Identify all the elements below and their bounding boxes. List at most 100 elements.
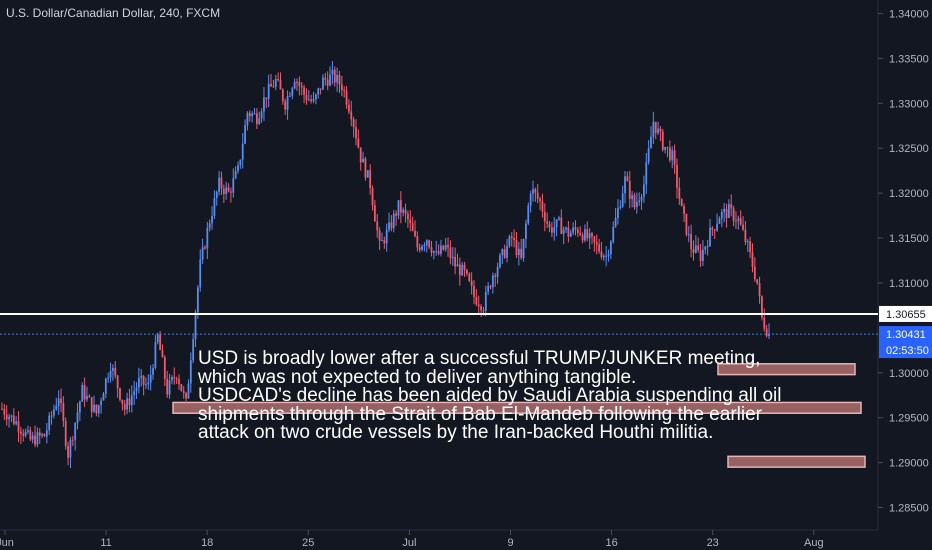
candle-body xyxy=(97,405,100,414)
candle-body xyxy=(60,398,62,404)
candle-body xyxy=(81,385,84,402)
annotation-paragraph-2: USDCAD's decline has been aided by Saudi… xyxy=(198,385,787,443)
candle-body xyxy=(312,99,315,102)
candle-body xyxy=(702,249,704,262)
y-tick-label: 1.32000 xyxy=(889,188,929,200)
candle-body xyxy=(381,240,383,242)
y-tick-label: 1.32500 xyxy=(889,143,929,155)
candle-body xyxy=(423,245,426,247)
candle-body xyxy=(336,75,339,83)
candle-body xyxy=(704,246,707,250)
candle-body xyxy=(258,118,261,124)
candle-body xyxy=(399,200,402,213)
candle-body xyxy=(69,439,72,458)
candle-body xyxy=(621,193,624,207)
candle-body xyxy=(107,377,110,379)
candle-body xyxy=(668,147,671,161)
candle-body xyxy=(218,177,221,192)
candle-body xyxy=(560,217,563,234)
candle-body xyxy=(761,296,763,318)
candle-body xyxy=(180,384,183,391)
candle-body xyxy=(421,246,423,250)
candle-body xyxy=(36,432,39,445)
candle-body xyxy=(22,433,25,436)
candle-body xyxy=(609,241,612,255)
candle-body xyxy=(442,245,445,250)
candle-body xyxy=(88,395,91,398)
candle-body xyxy=(482,310,485,312)
candle-body xyxy=(83,385,86,400)
candle-body xyxy=(277,78,280,81)
candle-body xyxy=(185,392,187,399)
candle-body xyxy=(598,244,600,252)
candle-body xyxy=(510,236,513,238)
candle-body xyxy=(449,247,452,259)
time-axis[interactable]: Jun 11 18 25 Jul 9 16 23 Aug xyxy=(0,530,824,549)
candle-body xyxy=(64,420,67,446)
candle-body xyxy=(314,94,317,100)
candle-body xyxy=(267,83,270,100)
y-tick-label: 1.31500 xyxy=(889,233,929,245)
candle-body xyxy=(491,275,494,288)
x-tick-label: 16 xyxy=(605,537,617,549)
candle-body xyxy=(612,226,615,242)
candle-body xyxy=(135,387,138,392)
candle-body xyxy=(753,266,756,280)
candle-body xyxy=(633,195,636,208)
candle-body xyxy=(529,193,532,206)
candle-body xyxy=(86,395,88,400)
candle-body xyxy=(161,349,164,358)
candle-body xyxy=(12,415,15,424)
y-tick-label: 1.33000 xyxy=(889,98,929,110)
candle-body xyxy=(355,127,357,139)
candle-body xyxy=(676,164,678,188)
candle-body xyxy=(182,390,185,393)
candle-body xyxy=(168,380,171,395)
candle-body xyxy=(414,230,416,237)
candle-body xyxy=(130,395,133,406)
candle-body xyxy=(208,223,211,229)
candle-body xyxy=(149,374,152,383)
candle-body xyxy=(324,77,327,80)
candle-body xyxy=(225,187,228,195)
candle-body xyxy=(706,246,709,248)
y-tick-label: 1.28500 xyxy=(889,503,929,515)
candle-body xyxy=(265,97,268,100)
candle-body xyxy=(489,285,492,288)
price-axis[interactable]: 1.34000 1.33500 1.33000 1.32500 1.32000 1.315… xyxy=(878,8,929,515)
candle-body xyxy=(661,131,664,150)
candle-body xyxy=(145,384,147,386)
candle-body xyxy=(385,229,388,244)
candle-body xyxy=(437,251,440,254)
candle-body xyxy=(263,97,265,112)
candle-body xyxy=(635,202,638,208)
level-price-tag xyxy=(879,305,932,322)
candle-body xyxy=(567,227,570,237)
candle-body xyxy=(503,249,506,258)
candle-body xyxy=(579,232,582,235)
candle-body xyxy=(359,147,362,163)
candle-body xyxy=(517,248,520,256)
candle-body xyxy=(477,304,480,307)
candle-body xyxy=(369,170,372,189)
candle-body xyxy=(418,247,421,250)
candle-body xyxy=(298,82,301,86)
candle-body xyxy=(27,430,29,432)
candle-body xyxy=(532,189,534,194)
candle-body xyxy=(192,339,195,361)
candle-body xyxy=(17,421,20,432)
candle-body xyxy=(371,188,374,206)
candle-body xyxy=(624,176,626,194)
candle-body xyxy=(331,69,334,75)
candle-body xyxy=(15,421,18,424)
candle-body xyxy=(520,248,523,258)
chart-title: U.S. Dollar/Canadian Dollar, 240, FXCM xyxy=(6,6,221,20)
candle-body xyxy=(71,439,74,441)
candle-body xyxy=(142,375,145,385)
candle-body xyxy=(430,247,433,253)
candle-body xyxy=(725,208,728,218)
candle-body xyxy=(24,431,27,436)
candle-body xyxy=(234,171,237,179)
candle-body xyxy=(291,88,294,96)
